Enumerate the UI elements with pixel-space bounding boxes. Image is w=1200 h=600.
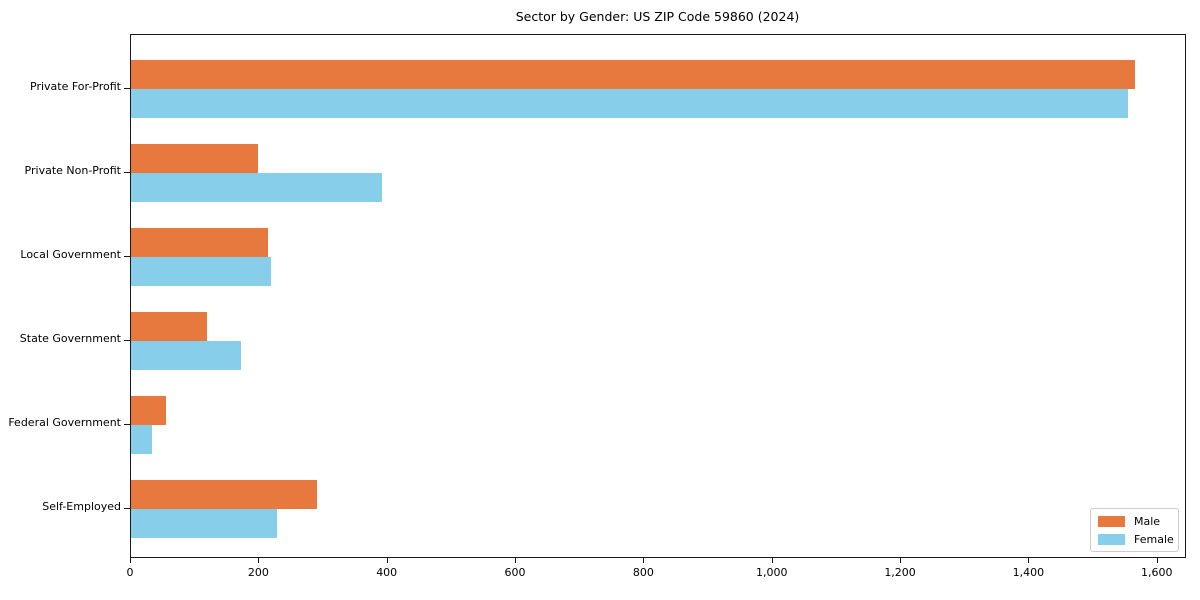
x-tick-label-0: 0 — [126, 566, 134, 579]
legend-entry-female: Female — [1098, 532, 1178, 546]
plot-area — [130, 34, 1186, 558]
bar-female-state-government — [131, 341, 241, 370]
bar-female-self-employed — [131, 509, 277, 538]
x-tick — [900, 558, 902, 563]
x-tick — [130, 558, 131, 563]
bar-female-private-non-profit — [131, 173, 383, 202]
x-tick — [386, 558, 388, 563]
y-tick — [124, 508, 130, 509]
x-tick-label-1000: 1,000 — [755, 566, 788, 579]
legend-label-female: Female — [1134, 532, 1174, 546]
x-tick-label-1200: 1,200 — [884, 566, 916, 579]
x-tick-label-400: 400 — [376, 566, 398, 579]
y-tick-label-private-non-profit: Private Non-Profit — [24, 164, 121, 177]
x-tick-label-1600: 1,600 — [1141, 566, 1173, 579]
x-tick — [643, 558, 645, 563]
y-tick — [124, 88, 130, 89]
y-tick — [124, 424, 130, 425]
y-tick-label-private-for-profit: Private For-Profit — [30, 80, 121, 93]
y-tick-label-federal-government: Federal Government — [8, 416, 121, 429]
y-tick — [124, 340, 130, 341]
chart-title: Sector by Gender: US ZIP Code 59860 (202… — [515, 9, 800, 24]
bar-male-state-government — [131, 312, 207, 341]
bar-female-private-for-profit — [131, 89, 1128, 118]
bar-female-local-government — [131, 257, 271, 286]
y-tick — [124, 172, 130, 173]
x-tick-label-800: 800 — [632, 566, 654, 579]
bar-male-federal-government — [131, 396, 166, 425]
bar-male-local-government — [131, 228, 269, 257]
x-tick — [1156, 558, 1158, 563]
y-tick-label-local-government: Local Government — [20, 248, 121, 261]
y-tick-label-self-employed: Self-Employed — [42, 500, 121, 513]
bar-male-self-employed — [131, 480, 317, 509]
y-tick-label-state-government: State Government — [19, 332, 121, 345]
female-swatch-icon — [1098, 533, 1125, 545]
x-tick — [258, 558, 260, 563]
x-tick — [771, 558, 773, 563]
legend-label-male: Male — [1134, 514, 1161, 528]
legend-entry-male: Male — [1098, 514, 1178, 528]
bar-male-private-non-profit — [131, 144, 258, 173]
bar-female-federal-government — [131, 425, 152, 454]
male-swatch-icon — [1098, 515, 1125, 527]
x-tick-label-200: 200 — [247, 566, 269, 579]
x-tick — [515, 558, 517, 563]
legend: Male Female — [1090, 508, 1179, 552]
bar-male-private-for-profit — [131, 60, 1135, 89]
x-tick-label-1400: 1,400 — [1012, 566, 1045, 579]
x-tick — [1028, 558, 1030, 563]
y-tick — [124, 256, 130, 257]
x-tick-label-600: 600 — [504, 566, 526, 579]
